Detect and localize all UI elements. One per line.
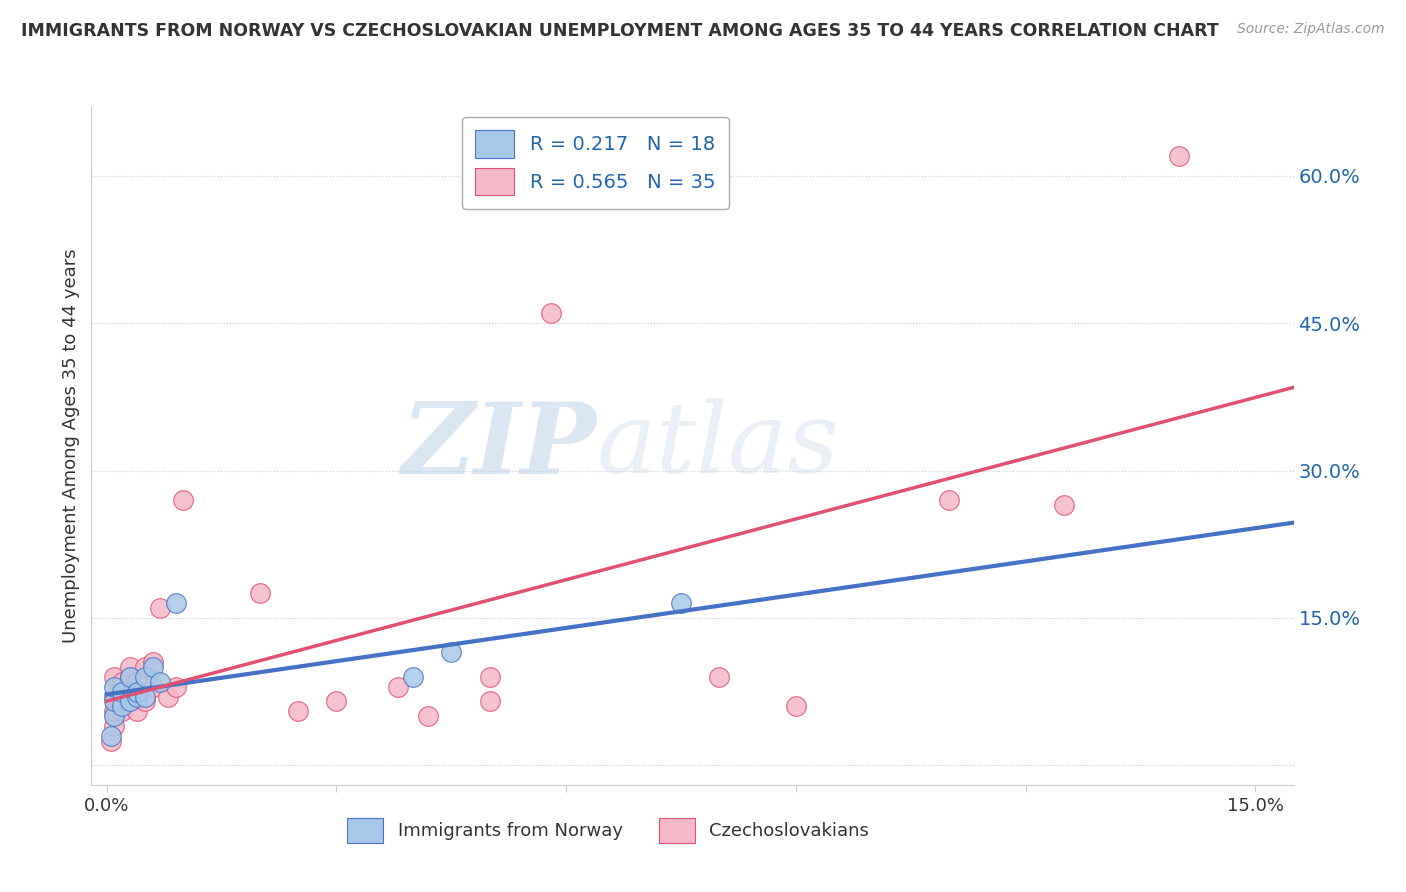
Point xyxy=(127,704,149,718)
Point xyxy=(402,670,425,684)
Point xyxy=(111,699,134,714)
Point xyxy=(103,680,125,694)
Point xyxy=(1053,498,1076,512)
Point xyxy=(134,670,156,684)
Point xyxy=(287,704,309,718)
Point xyxy=(103,709,125,723)
Text: ZIP: ZIP xyxy=(401,398,596,494)
Point xyxy=(440,645,463,659)
Point xyxy=(111,674,134,689)
Point xyxy=(938,493,960,508)
Point xyxy=(149,601,172,615)
Point xyxy=(127,684,149,698)
Point xyxy=(540,306,562,320)
Point xyxy=(165,596,187,610)
Text: atlas: atlas xyxy=(596,399,839,493)
Point xyxy=(100,733,122,747)
Point xyxy=(127,690,149,704)
Text: IMMIGRANTS FROM NORWAY VS CZECHOSLOVAKIAN UNEMPLOYMENT AMONG AGES 35 TO 44 YEARS: IMMIGRANTS FROM NORWAY VS CZECHOSLOVAKIA… xyxy=(21,22,1219,40)
Point xyxy=(118,694,141,708)
Point xyxy=(149,674,172,689)
Point xyxy=(103,704,125,718)
Point xyxy=(387,680,409,694)
Point xyxy=(142,680,165,694)
Point xyxy=(111,704,134,718)
Point xyxy=(478,670,501,684)
Legend: Immigrants from Norway, Czechoslovakians: Immigrants from Norway, Czechoslovakians xyxy=(340,811,876,850)
Point xyxy=(118,670,141,684)
Point xyxy=(103,694,125,708)
Point xyxy=(103,690,125,704)
Point xyxy=(134,660,156,674)
Point xyxy=(118,660,141,674)
Point xyxy=(103,719,125,733)
Point xyxy=(418,709,440,723)
Point xyxy=(478,694,501,708)
Point xyxy=(103,670,125,684)
Point xyxy=(118,684,141,698)
Y-axis label: Unemployment Among Ages 35 to 44 years: Unemployment Among Ages 35 to 44 years xyxy=(62,249,80,643)
Point xyxy=(118,670,141,684)
Point xyxy=(709,670,731,684)
Point xyxy=(134,694,156,708)
Text: Source: ZipAtlas.com: Source: ZipAtlas.com xyxy=(1237,22,1385,37)
Point xyxy=(142,660,165,674)
Point xyxy=(142,655,165,669)
Point xyxy=(249,586,271,600)
Point xyxy=(172,493,194,508)
Point xyxy=(111,684,134,698)
Point xyxy=(156,690,179,704)
Point xyxy=(165,680,187,694)
Point xyxy=(325,694,347,708)
Point xyxy=(134,690,156,704)
Point xyxy=(669,596,692,610)
Point xyxy=(100,729,122,743)
Point xyxy=(1167,149,1189,163)
Point xyxy=(127,674,149,689)
Point xyxy=(111,694,134,708)
Point xyxy=(785,699,807,714)
Point xyxy=(118,694,141,708)
